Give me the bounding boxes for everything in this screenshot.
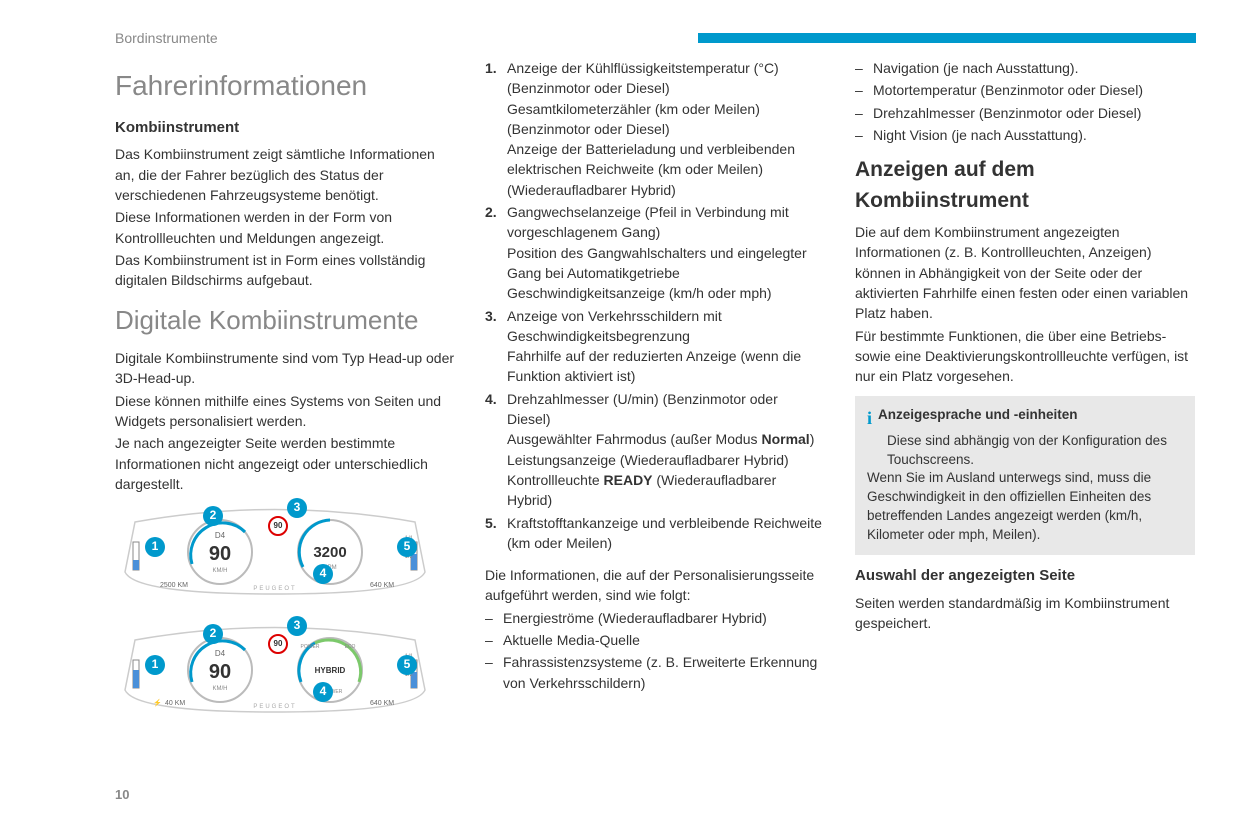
- dash-item: –Energieströme (Wiederaufladbarer Hybrid…: [485, 608, 825, 628]
- svg-text:KM/H: KM/H: [213, 686, 228, 692]
- list-item: 1.Anzeige der Kühlflüssigkeitstemperatur…: [485, 58, 825, 200]
- dash-item: –Aktuelle Media-Quelle: [485, 630, 825, 650]
- col3-dash-list: –Navigation (je nach Ausstattung).–Motor…: [855, 58, 1195, 145]
- h3-kombi: Kombiinstrument: [115, 117, 455, 139]
- svg-text:⚡: ⚡: [153, 698, 162, 707]
- list-item: 4.Drehzahlmesser (U/min) (Benzinmotor od…: [485, 389, 825, 511]
- svg-text:PEUGEOT: PEUGEOT: [253, 586, 296, 592]
- svg-text:90: 90: [209, 661, 231, 683]
- svg-text:640 KM: 640 KM: [370, 582, 394, 589]
- instrument-cluster-hybrid: D4 90 KM/H ⚡ 40 KM POWER ECO HYBRID % PO…: [115, 620, 435, 720]
- svg-text:POWER: POWER: [301, 644, 320, 650]
- list-text: Anzeige der Kühlflüssigkeitstemperatur (…: [507, 58, 825, 200]
- list-item: 5.Kraftstofftankanzeige und verbleibende…: [485, 513, 825, 554]
- svg-text:3200: 3200: [313, 544, 346, 561]
- col1-p2: Diese Informationen werden in der Form v…: [115, 207, 455, 248]
- svg-text:90: 90: [209, 543, 231, 565]
- list-text: Anzeige von Verkehrsschildern mit Geschw…: [507, 306, 825, 387]
- col3-p1: Die auf dem Kombiinstrument angezeigten …: [855, 222, 1195, 323]
- h3-auswahl: Auswahl der angezeigten Seite: [855, 565, 1195, 587]
- list-text: Drehzahlmesser (U/min) (Benzinmotor oder…: [507, 389, 825, 511]
- svg-text:640 KM: 640 KM: [370, 700, 394, 707]
- note-l2: Wenn Sie im Ausland unterwegs sind, muss…: [867, 469, 1183, 545]
- list-number: 4.: [485, 389, 507, 511]
- list-item: 2.Gangwechselanzeige (Pfeil in Verbindun…: [485, 202, 825, 303]
- svg-text:D4: D4: [215, 649, 226, 658]
- list-number: 5.: [485, 513, 507, 554]
- header-bar: [698, 33, 1196, 43]
- col1-p4: Digitale Kombiinstrumente sind vom Typ H…: [115, 348, 455, 389]
- content-columns: Fahrerinformationen Kombiinstrument Das …: [115, 58, 1196, 738]
- page-header: Bordinstrumente: [115, 30, 1196, 46]
- page: Bordinstrumente Fahrerinformationen Komb…: [0, 0, 1241, 827]
- column-1: Fahrerinformationen Kombiinstrument Das …: [115, 58, 455, 738]
- list-number: 2.: [485, 202, 507, 303]
- page-number: 10: [115, 787, 129, 802]
- instrument-cluster-standard: D4 90 KM/H 2500 KM 3200 RPM 1/1 1/2 640 …: [115, 502, 435, 602]
- svg-text:HYBRID: HYBRID: [315, 666, 346, 675]
- note-title: Anzeigesprache und -einheiten: [878, 407, 1078, 422]
- dash-item: –Fahrassistenzsysteme (z. B. Erweiterte …: [485, 652, 825, 693]
- dash-item: –Motortemperatur (Benzinmotor oder Diese…: [855, 80, 1195, 100]
- col2-dash-list: –Energieströme (Wiederaufladbarer Hybrid…: [485, 608, 825, 693]
- dash-item: –Night Vision (je nach Ausstattung).: [855, 125, 1195, 145]
- col1-p6: Je nach angezeigter Seite werden bestimm…: [115, 433, 455, 494]
- info-note: i Anzeigesprache und -einheiten Diese sin…: [855, 396, 1195, 555]
- svg-text:PEUGEOT: PEUGEOT: [253, 704, 296, 710]
- col1-p1: Das Kombiinstrument zeigt sämtliche Info…: [115, 144, 455, 205]
- col3-p3: Seiten werden standardmäßig im Kombiinst…: [855, 593, 1195, 634]
- list-number: 1.: [485, 58, 507, 200]
- svg-text:2500 KM: 2500 KM: [160, 582, 188, 589]
- list-number: 3.: [485, 306, 507, 387]
- svg-text:ECO: ECO: [345, 644, 356, 650]
- section-label: Bordinstrumente: [115, 30, 218, 46]
- svg-text:KM/H: KM/H: [213, 568, 228, 574]
- col2-after-p: Die Informationen, die auf der Personali…: [485, 565, 825, 606]
- note-l1: Diese sind abhängig von der Konfiguratio…: [887, 432, 1183, 470]
- list-text: Kraftstofftankanzeige und verbleibende R…: [507, 513, 825, 554]
- col1-p5: Diese können mithilfe eines Systems von …: [115, 391, 455, 432]
- svg-text:40 KM: 40 KM: [165, 700, 185, 707]
- dash-item: –Drehzahlmesser (Benzinmotor oder Diesel…: [855, 103, 1195, 123]
- h1-fahrerinfo: Fahrerinformationen: [115, 66, 455, 107]
- col1-p3: Das Kombiinstrument ist in Form eines vo…: [115, 250, 455, 291]
- column-3: –Navigation (je nach Ausstattung).–Motor…: [855, 58, 1195, 738]
- numbered-list: 1.Anzeige der Kühlflüssigkeitstemperatur…: [485, 58, 825, 553]
- list-text: Gangwechselanzeige (Pfeil in Verbindung …: [507, 202, 825, 303]
- dash-item: –Navigation (je nach Ausstattung).: [855, 58, 1195, 78]
- h2-digital: Digitale Kombiinstrumente: [115, 302, 455, 340]
- col3-p2: Für bestimmte Funktionen, die über eine …: [855, 326, 1195, 387]
- svg-text:D4: D4: [215, 531, 226, 540]
- info-icon: i: [867, 406, 872, 431]
- list-item: 3.Anzeige von Verkehrsschildern mit Gesc…: [485, 306, 825, 387]
- column-2: 1.Anzeige der Kühlflüssigkeitstemperatur…: [485, 58, 825, 738]
- h3-anzeigen: Anzeigen auf dem Kombiinstrument: [855, 155, 1195, 216]
